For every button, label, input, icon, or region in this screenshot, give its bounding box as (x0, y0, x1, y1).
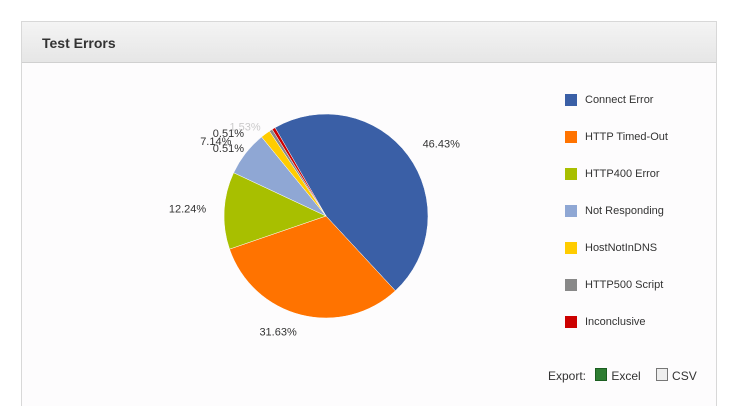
pie-slice (223, 172, 327, 250)
legend-swatch (565, 205, 577, 217)
pie-slice (229, 215, 396, 319)
legend-label: HostNotInDNS (585, 242, 657, 254)
pie-slice (271, 127, 327, 217)
export-bar: Export: Excel CSV (548, 368, 709, 383)
legend-swatch (565, 168, 577, 180)
excel-label[interactable]: Excel (611, 369, 641, 383)
data-label: 0.51% (213, 143, 244, 155)
export-excel[interactable]: Excel (595, 368, 646, 383)
legend-label: Inconclusive (585, 316, 646, 328)
legend-label: Connect Error (585, 94, 654, 106)
panel-title: Test Errors (42, 35, 116, 51)
export-label: Export: (548, 369, 587, 383)
export-csv[interactable]: CSV (656, 368, 703, 383)
legend-label: HTTP500 Script (585, 279, 663, 291)
legend-swatch (565, 131, 577, 143)
data-label: 12.24% (169, 203, 207, 215)
legend-swatch (565, 242, 577, 254)
data-label: 31.63% (259, 326, 297, 338)
legend-swatch (565, 279, 577, 291)
csv-label[interactable]: CSV (672, 369, 697, 383)
legend-label: Not Responding (585, 205, 664, 217)
chart: 46.43%31.63%12.24%7.14%1.53%0.51%0.51%Co… (169, 94, 668, 338)
panel-header: Test Errors (22, 22, 716, 63)
data-label: 7.14% (200, 136, 231, 148)
legend-swatch (565, 316, 577, 328)
legend-label: HTTP Timed-Out (585, 131, 668, 143)
legend-swatch (565, 94, 577, 106)
pie-slice (274, 113, 429, 292)
panel: Test Errors 46.43% 31.63% 12.24% 7.14% 1.53%… (21, 21, 717, 406)
data-label: 46.43% (423, 139, 461, 151)
data-label: 1.53% (229, 121, 260, 133)
legend-label: HTTP400 Error (585, 168, 660, 180)
data-label: 0.51% (213, 128, 244, 140)
